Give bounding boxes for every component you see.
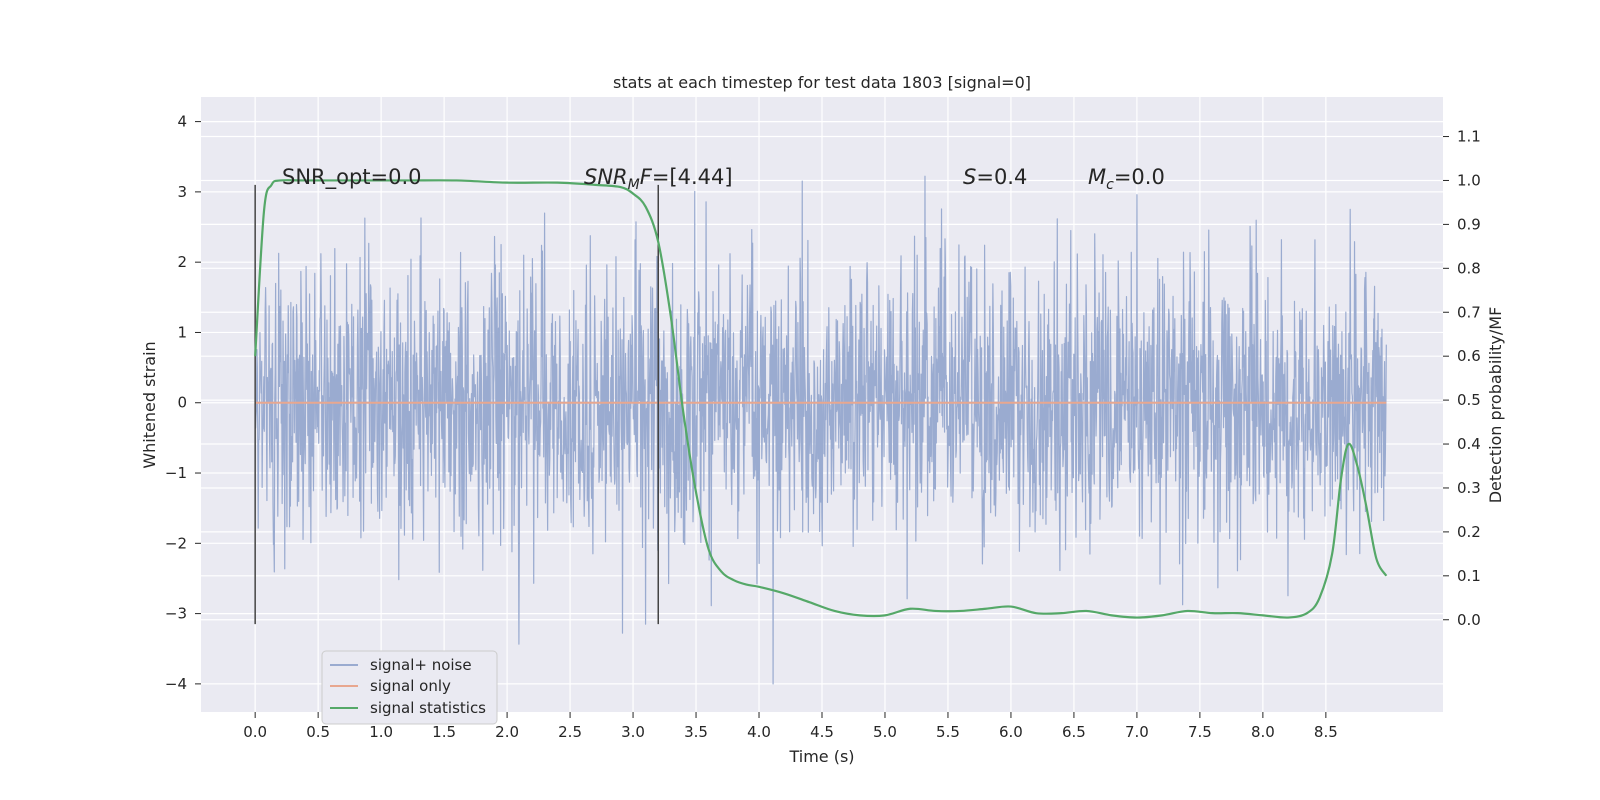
left-y-axis-ticks: 4 3 2 1 0 −1 −2 −3 −4 (165, 113, 201, 693)
right-y-tick-label: 0.2 (1457, 523, 1481, 541)
mc-subscript: c (1106, 177, 1114, 193)
series-signal-plus-noise (254, 175, 1387, 685)
right-y-tick-label: 0.5 (1457, 391, 1481, 409)
s-symbol: S (963, 165, 976, 189)
x-tick-label: 7.0 (1125, 723, 1149, 741)
mc-base: M (1088, 165, 1106, 189)
y-tick-label: −1 (165, 464, 187, 482)
right-y-tick-label: 1.0 (1457, 171, 1481, 189)
x-tick-label: 5.5 (936, 723, 960, 741)
x-tick-label: 8.5 (1314, 723, 1338, 741)
s-value: =0.4 (976, 165, 1027, 189)
x-tick-label: 5.0 (873, 723, 897, 741)
y-tick-label: 3 (177, 183, 187, 201)
right-y-tick-label: 0.9 (1457, 215, 1481, 233)
y-tick-label: 1 (177, 323, 187, 341)
snr-mf-subscript: M (628, 177, 640, 193)
right-y-tick-label: 0.6 (1457, 347, 1481, 365)
right-y-tick-label: 0.3 (1457, 479, 1481, 497)
x-tick-label: 4.5 (810, 723, 834, 741)
x-tick-label: 7.5 (1188, 723, 1212, 741)
y-tick-label: −2 (165, 534, 187, 552)
annotation-snr-mf: SNRMF=[4.44] (584, 165, 733, 193)
x-tick-label: 0.5 (306, 723, 330, 741)
x-tick-label: 2.5 (558, 723, 582, 741)
right-y-tick-label: 0.8 (1457, 259, 1481, 277)
y-tick-label: −4 (165, 675, 187, 693)
signal-plus-noise-line (254, 175, 1387, 685)
y-tick-label: 4 (177, 113, 187, 131)
right-y-tick-label: 0.4 (1457, 435, 1481, 453)
legend-label-noise: signal+ noise (370, 656, 472, 674)
x-tick-label: 8.0 (1251, 723, 1275, 741)
legend-box (321, 650, 498, 725)
right-y-axis-label: Detection probability/MF (1486, 307, 1505, 504)
x-tick-label: 4.0 (747, 723, 771, 741)
annotation-snr-opt: SNR_opt=0.0 (282, 165, 422, 190)
snr-mf-value: =[4.44] (652, 165, 733, 189)
legend-label-stats: signal statistics (370, 699, 486, 717)
x-tick-label: 1.5 (432, 723, 456, 741)
legend-label-signal: signal only (370, 677, 451, 695)
y-tick-label: 0 (177, 394, 187, 412)
x-tick-label: 6.5 (1062, 723, 1086, 741)
x-axis-label: Time (s) (788, 747, 854, 766)
right-y-tick-label: 0.1 (1457, 567, 1481, 585)
y-tick-label: −3 (165, 605, 187, 623)
right-y-tick-label: 0.7 (1457, 303, 1481, 321)
x-tick-label: 0.0 (243, 723, 267, 741)
x-tick-label: 6.0 (999, 723, 1023, 741)
right-y-tick-label: 1.1 (1457, 128, 1481, 146)
chart-title: stats at each timestep for test data 180… (613, 73, 1031, 92)
left-y-axis-label: Whitened strain (140, 341, 159, 468)
right-y-tick-label: 0.0 (1457, 611, 1481, 629)
x-tick-label: 3.5 (684, 723, 708, 741)
annotation-s: S=0.4 (963, 165, 1027, 189)
annotation-mc: Mc=0.0 (1088, 165, 1165, 193)
mc-value: =0.0 (1114, 165, 1165, 189)
right-y-axis-ticks: 1.1 1.0 0.9 0.8 0.7 0.6 0.5 0.4 0.3 0.2 0.1 0.0 (1443, 128, 1481, 629)
snr-mf-base: SNR (584, 165, 628, 189)
legend: signal+ noise signal only signal statist… (321, 650, 498, 725)
x-tick-label: 3.0 (621, 723, 645, 741)
series-signal-statistics (254, 179, 1388, 619)
x-tick-label: 2.0 (495, 723, 519, 741)
vertical-markers (254, 184, 659, 625)
signal-statistics-line (254, 179, 1388, 619)
snr-mf-suffix: F (640, 165, 653, 189)
y-tick-label: 2 (177, 253, 187, 271)
x-tick-label: 1.0 (369, 723, 393, 741)
x-axis-ticks: 0.0 0.5 1.0 1.5 2.0 2.5 3.0 3.5 4.0 4.5 5.0 5.5 6.0 6… (243, 712, 1338, 741)
